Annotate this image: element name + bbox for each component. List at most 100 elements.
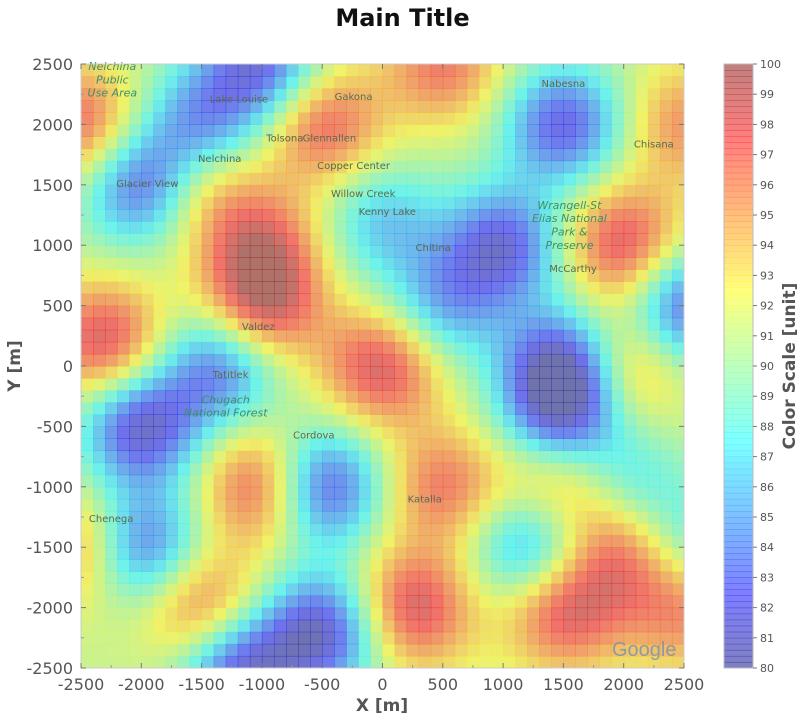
google-logo: Google bbox=[612, 639, 677, 661]
heat-cell bbox=[539, 571, 552, 584]
heat-cell bbox=[563, 76, 576, 89]
heat-cell bbox=[213, 462, 227, 476]
heat-cell bbox=[334, 76, 347, 89]
y-tick-label: 1000 bbox=[32, 236, 73, 255]
heat-cell bbox=[430, 160, 444, 174]
heat-cell bbox=[213, 535, 227, 548]
heat-cell bbox=[671, 486, 685, 500]
heat-cell bbox=[286, 317, 299, 331]
heat-cell bbox=[587, 547, 601, 560]
heat-cell bbox=[165, 571, 178, 584]
heat-cell bbox=[539, 148, 552, 162]
heat-cell bbox=[623, 547, 637, 560]
heat-cell bbox=[249, 136, 263, 150]
heat-cell bbox=[201, 245, 215, 258]
heat-cell bbox=[322, 341, 335, 355]
heat-cell bbox=[346, 353, 359, 367]
heat-cell bbox=[382, 160, 396, 174]
heat-cell bbox=[129, 124, 142, 137]
heat-cell bbox=[286, 100, 299, 113]
heat-cell bbox=[587, 233, 601, 246]
heat-cell bbox=[189, 257, 203, 270]
heat-cell bbox=[587, 124, 601, 137]
heat-cell bbox=[406, 124, 420, 137]
heat-cell bbox=[418, 462, 432, 476]
heat-cell bbox=[261, 269, 275, 282]
heat-cell bbox=[503, 269, 516, 282]
map-place-label: Chenega bbox=[89, 514, 133, 525]
heat-cell bbox=[491, 208, 504, 222]
heat-cell bbox=[503, 184, 516, 198]
heat-cell bbox=[394, 366, 408, 379]
heat-cell bbox=[310, 269, 323, 282]
heat-cell bbox=[213, 112, 227, 125]
heat-cell bbox=[105, 100, 118, 113]
heat-cell bbox=[563, 571, 576, 584]
heat-cell bbox=[527, 305, 540, 319]
heat-cell bbox=[310, 136, 323, 150]
heat-cell bbox=[310, 257, 323, 270]
heat-cell bbox=[189, 305, 203, 319]
heat-cell bbox=[430, 414, 444, 427]
heat-cell bbox=[587, 462, 601, 476]
heat-cell bbox=[189, 64, 203, 77]
heat-cell bbox=[491, 535, 504, 548]
heat-cell bbox=[599, 329, 613, 343]
heat-cell bbox=[105, 462, 118, 476]
heat-cell bbox=[611, 571, 625, 584]
heat-cell bbox=[129, 583, 142, 597]
heat-cell bbox=[165, 438, 178, 452]
heat-cell bbox=[153, 366, 166, 379]
heat-cell bbox=[647, 631, 661, 645]
heat-cell bbox=[261, 136, 275, 150]
heat-cell bbox=[647, 510, 661, 524]
heat-cell bbox=[539, 76, 552, 89]
heat-cell bbox=[249, 257, 263, 270]
heat-cell bbox=[358, 208, 371, 222]
heat-cell bbox=[671, 655, 685, 669]
heat-cell bbox=[623, 474, 637, 488]
heat-cell bbox=[551, 329, 564, 343]
heat-cell bbox=[394, 595, 408, 609]
heat-cell bbox=[322, 498, 335, 512]
heat-cell bbox=[587, 293, 601, 307]
heat-cell bbox=[587, 486, 601, 500]
heat-cell bbox=[249, 64, 263, 77]
heat-cell bbox=[611, 631, 625, 645]
heat-cell bbox=[141, 329, 154, 343]
heat-cell bbox=[141, 88, 154, 101]
heat-cell bbox=[551, 390, 564, 403]
heat-cell bbox=[237, 148, 251, 162]
heat-cell bbox=[671, 64, 685, 77]
heat-cell bbox=[551, 450, 564, 464]
heat-cell bbox=[225, 245, 239, 258]
heat-cell bbox=[189, 450, 203, 464]
heat-cell bbox=[358, 160, 371, 174]
heat-cell bbox=[491, 76, 504, 89]
heat-cell bbox=[563, 462, 576, 476]
heat-cell bbox=[551, 160, 564, 174]
heat-cell bbox=[105, 595, 118, 609]
heat-cell bbox=[430, 329, 444, 343]
heat-cell bbox=[647, 136, 661, 150]
colorbar-segment bbox=[724, 655, 753, 663]
heat-cell bbox=[213, 341, 227, 355]
heat-cell bbox=[189, 595, 203, 609]
heat-cell bbox=[382, 64, 396, 77]
heat-cell bbox=[575, 64, 589, 77]
heat-cell bbox=[213, 402, 227, 415]
heat-cell bbox=[117, 498, 130, 512]
heat-cell bbox=[346, 136, 359, 150]
heat-cell bbox=[599, 208, 613, 222]
heat-cell bbox=[165, 136, 178, 150]
heat-cell bbox=[249, 510, 263, 524]
heat-cell bbox=[454, 631, 468, 645]
heat-cell bbox=[430, 124, 444, 137]
heat-cell bbox=[117, 486, 130, 500]
heat-cell bbox=[515, 474, 528, 488]
heat-cell bbox=[165, 535, 178, 548]
heat-cell bbox=[635, 462, 649, 476]
heat-cell bbox=[563, 510, 576, 524]
heat-cell bbox=[551, 196, 564, 210]
heat-cell bbox=[370, 208, 383, 222]
